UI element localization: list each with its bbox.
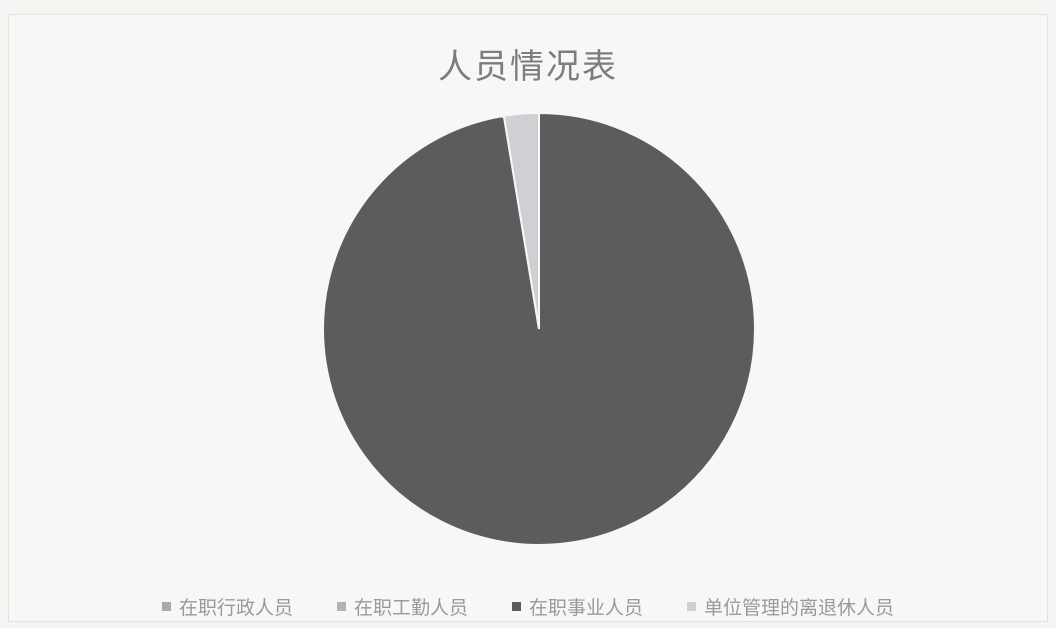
- legend-swatch: [512, 602, 521, 611]
- chart-frame: 人员情况表 在职行政人员 在职工勤人员 在职事业人员 单位管理的离退休人员: [8, 14, 1048, 622]
- legend-swatch: [161, 602, 171, 611]
- chart-title: 人员情况表: [438, 47, 618, 87]
- legend-label: 在职事业人员: [529, 597, 644, 619]
- legend-swatch: [336, 602, 346, 611]
- legend-item-admin: 在职行政人员: [161, 593, 293, 620]
- legend-label: 单位管理的离退休人员: [704, 597, 895, 619]
- legend-swatch: [687, 602, 697, 611]
- pie-chart: [322, 111, 756, 546]
- legend-item-logistics: 在职工勤人员: [336, 593, 468, 620]
- legend-item-institution: 在职事业人员: [512, 593, 643, 620]
- legend: 在职行政人员 在职工勤人员 在职事业人员 单位管理的离退休人员: [9, 593, 1047, 620]
- legend-label: 在职工勤人员: [353, 597, 468, 619]
- legend-item-retired: 单位管理的离退休人员: [687, 593, 894, 620]
- pie-slice-4: [502, 111, 540, 330]
- legend-label: 在职行政人员: [178, 597, 293, 619]
